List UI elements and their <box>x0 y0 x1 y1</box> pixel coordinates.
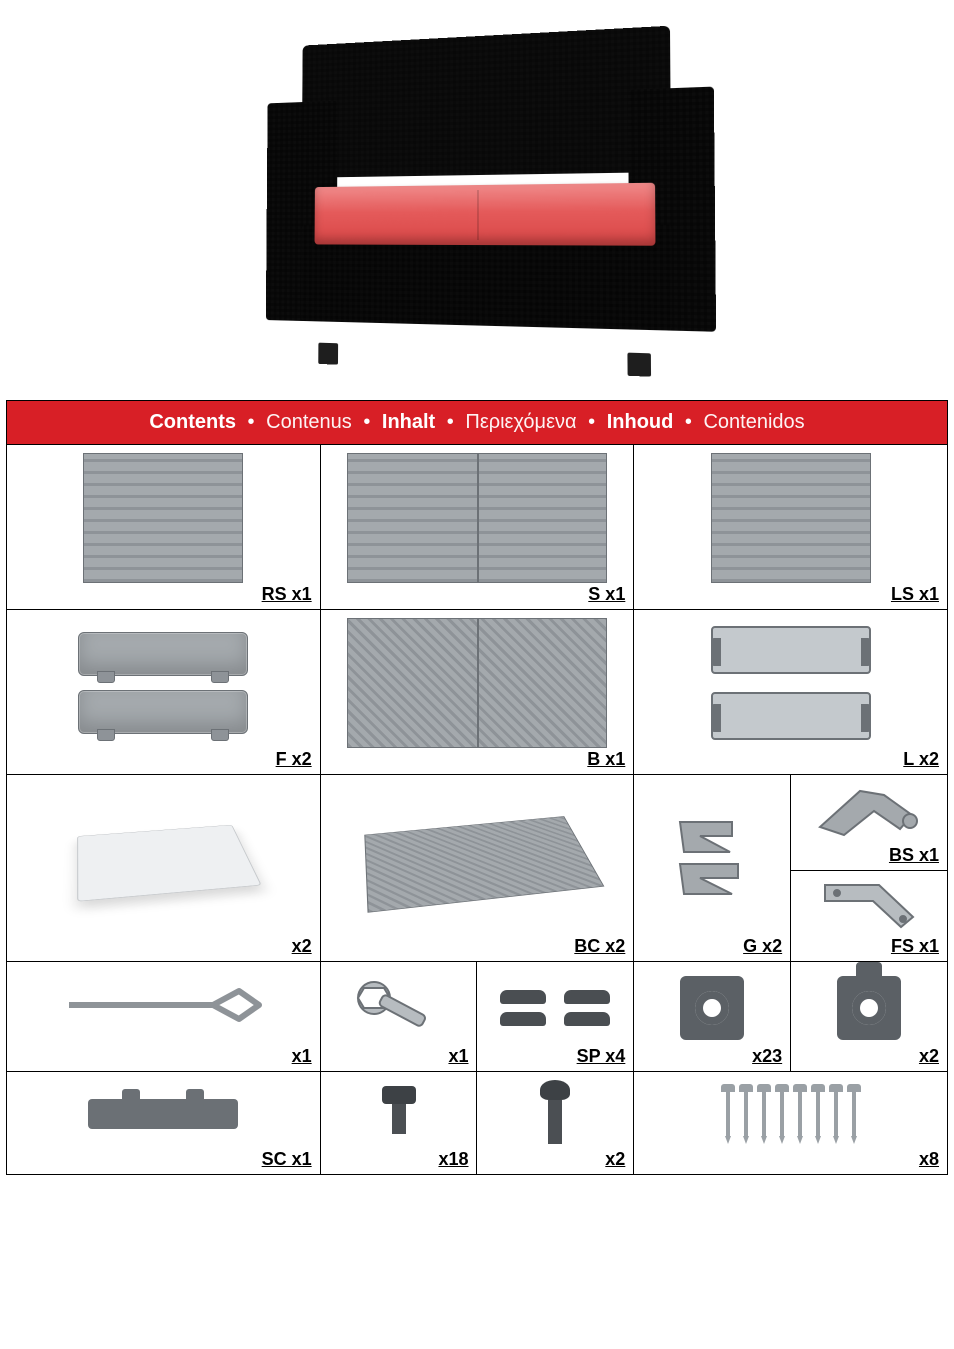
part-label: BC x2 <box>574 936 625 957</box>
part-label: F x2 <box>276 749 312 770</box>
part-label: SC x1 <box>262 1149 312 1170</box>
part-cell-washer-tab: x2 <box>791 962 948 1072</box>
part-label: L x2 <box>903 749 939 770</box>
page: Contents • Contenus • Inhalt • Περιεχόμε… <box>0 0 954 1181</box>
support-clip-icon <box>88 1099 238 1129</box>
part-label: SP x4 <box>577 1046 626 1067</box>
square-washer-icon <box>680 976 744 1040</box>
part-cell-cushion: x2 <box>7 775 321 962</box>
part-label: x2 <box>919 1046 939 1067</box>
header-word-2: Contenus <box>266 411 352 433</box>
part-label: G x2 <box>743 936 782 957</box>
part-cell-ls: LS x1 <box>634 445 948 610</box>
contents-header: Contents • Contenus • Inhalt • Περιεχόμε… <box>6 400 948 444</box>
separator-icon: • <box>679 411 698 433</box>
separator-icon: • <box>441 411 460 433</box>
bolt-long-icon <box>538 1080 572 1148</box>
part-cell-bolt-short: x18 <box>321 1072 478 1175</box>
front-rails-icon <box>78 632 248 734</box>
part-label: RS x1 <box>262 584 312 605</box>
part-label: B x1 <box>587 749 625 770</box>
product-hero <box>6 0 948 400</box>
header-word-6: Contenidos <box>703 411 804 433</box>
part-cell-l: L x2 <box>634 610 948 775</box>
header-word-3: Inhalt <box>382 411 435 433</box>
part-subcell-bs: BS x1 <box>791 775 947 870</box>
part-cell-b: B x1 <box>321 610 635 775</box>
separator-icon: • <box>357 411 376 433</box>
part-cell-sc: SC x1 <box>7 1072 321 1175</box>
part-label: S x1 <box>588 584 625 605</box>
separator-icon: • <box>582 411 601 433</box>
deck-panel-icon <box>364 816 604 913</box>
cushion-pad-icon <box>77 825 262 902</box>
part-label: x2 <box>605 1149 625 1170</box>
screws-icon <box>723 1084 859 1144</box>
part-cell-f: F x2 <box>7 610 321 775</box>
part-cell-rs: RS x1 <box>7 445 321 610</box>
part-label: x1 <box>292 1046 312 1067</box>
part-label: x1 <box>448 1046 468 1067</box>
part-cell-washer: x23 <box>634 962 791 1072</box>
header-word-4: Περιεχόμενα <box>465 411 576 433</box>
part-cell-bs-fs: BS x1 FS x1 <box>791 775 948 962</box>
part-label: x18 <box>438 1149 468 1170</box>
separator-icon: • <box>242 411 261 433</box>
part-label: FS x1 <box>891 936 939 957</box>
panel-side-right-icon <box>83 453 243 583</box>
part-label: LS x1 <box>891 584 939 605</box>
spacer-pads-icon <box>500 990 610 1026</box>
part-cell-g: G x2 <box>634 775 791 962</box>
sofa-illustration <box>266 23 717 375</box>
bracket-fs-icon <box>819 877 919 937</box>
part-cell-screws: x8 <box>634 1072 948 1175</box>
part-cell-bolt-long: x2 <box>477 1072 634 1175</box>
parts-grid: RS x1 S x1 LS x1 F x2 B x1 L <box>6 444 948 1175</box>
part-cell-sp: SP x4 <box>477 962 634 1072</box>
part-cell-bc: BC x2 <box>321 775 635 962</box>
panel-back-icon <box>347 453 607 583</box>
bolt-short-icon <box>382 1086 416 1142</box>
bracket-bs-icon <box>814 781 924 846</box>
part-label: x2 <box>292 936 312 957</box>
wrench-icon <box>354 970 444 1045</box>
part-cell-wrench: x1 <box>321 962 478 1072</box>
bracket-g-icon <box>672 814 752 904</box>
part-label: x8 <box>919 1149 939 1170</box>
header-word-1: Contents <box>149 411 236 433</box>
part-label: BS x1 <box>889 845 939 866</box>
seat-base-icon <box>347 618 607 748</box>
header-word-5: Inhoud <box>607 411 674 433</box>
part-subcell-fs: FS x1 <box>791 870 947 961</box>
hex-key-icon <box>63 985 263 1030</box>
part-cell-s: S x1 <box>321 445 635 610</box>
leg-frames-icon <box>711 626 871 740</box>
part-label: x23 <box>752 1046 782 1067</box>
part-cell-hexkey: x1 <box>7 962 321 1072</box>
square-washer-tab-icon <box>837 976 901 1040</box>
panel-side-left-icon <box>711 453 871 583</box>
